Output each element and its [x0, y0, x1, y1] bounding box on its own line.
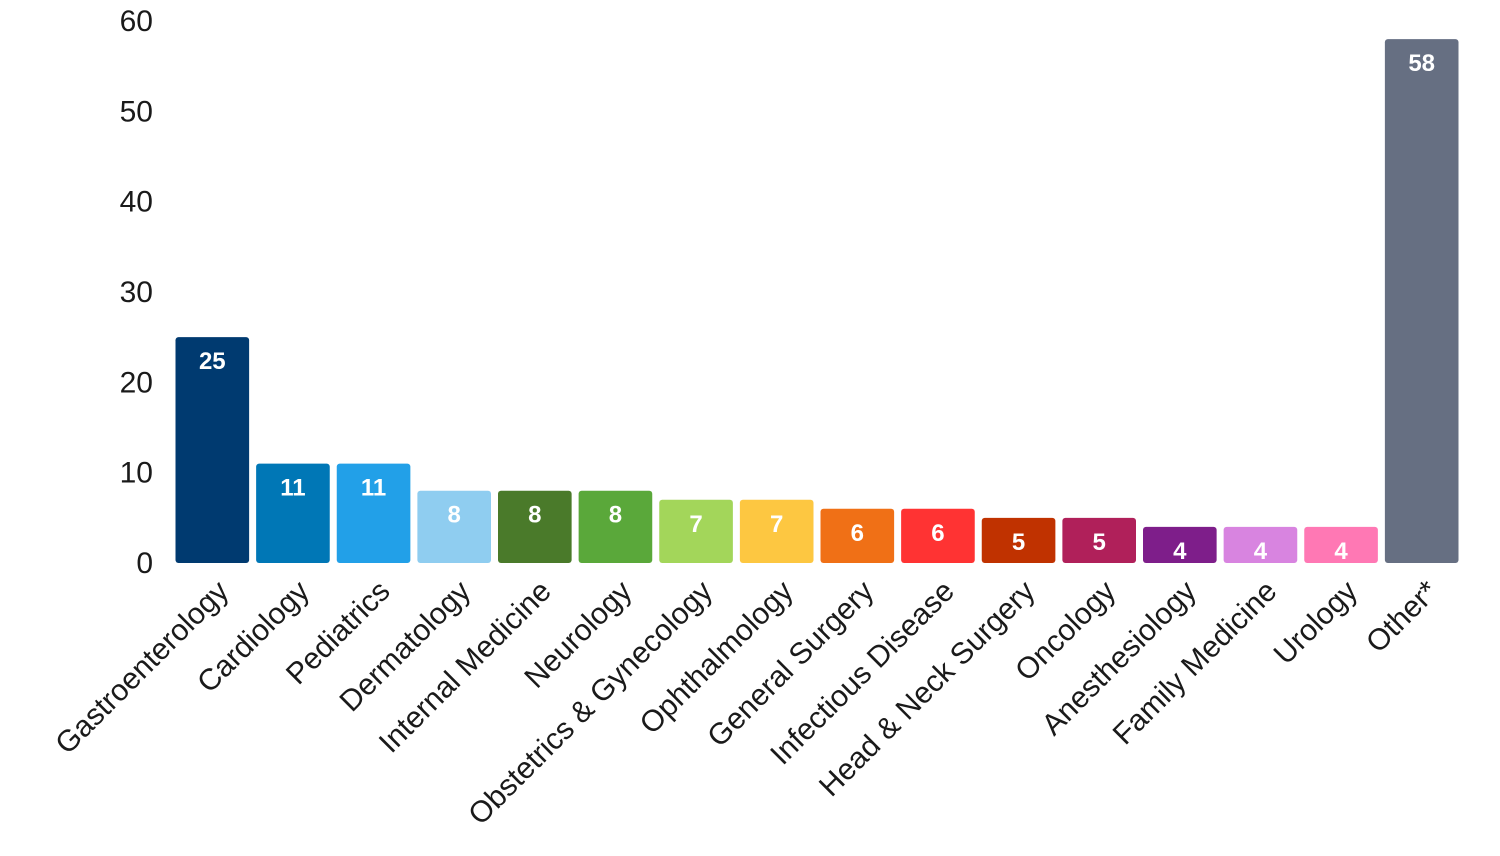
y-tick-label: 40 [120, 186, 153, 219]
bar-value-label: 5 [1093, 529, 1106, 556]
y-axis: 0 10 20 30 40 50 60 [120, 5, 153, 580]
bar [1304, 526, 1378, 563]
bar-value-label: 11 [361, 475, 386, 502]
bar-value-label: 6 [931, 520, 944, 547]
bar-value-label: 11 [280, 475, 305, 502]
bar [1143, 526, 1217, 563]
bar-value-label: 25 [199, 348, 226, 375]
y-tick-label: 60 [120, 5, 153, 38]
y-tick-label: 30 [120, 276, 153, 309]
y-tick-label: 0 [136, 547, 153, 580]
bar-value-label: 4 [1334, 538, 1348, 565]
bar [1384, 39, 1459, 564]
y-tick-label: 50 [120, 95, 153, 128]
y-tick-label: 10 [120, 457, 153, 490]
bar [498, 490, 572, 563]
bar [901, 508, 975, 563]
bar-value-label: 4 [1173, 538, 1187, 565]
bar-value-label: 7 [689, 511, 702, 538]
bar [739, 499, 814, 563]
bar-value-label: 5 [1012, 529, 1025, 556]
bar-value-label: 8 [448, 502, 461, 529]
bar-value-label: 6 [851, 520, 864, 547]
bar [256, 463, 330, 563]
bar-value-label: 8 [609, 502, 622, 529]
bar [1223, 526, 1298, 563]
value-labels: 25 11 11 8 8 8 7 7 6 6 5 5 4 4 4 58 [199, 50, 1435, 565]
bar [336, 463, 411, 563]
bar [175, 337, 250, 563]
bar [417, 490, 491, 563]
bar-value-label: 8 [528, 502, 541, 529]
y-tick-label: 20 [120, 366, 153, 399]
bar-value-label: 4 [1254, 538, 1268, 565]
bar [578, 490, 653, 563]
bar-value-label: 58 [1408, 50, 1435, 77]
x-axis: GastroenterologyCardiologyPediatricsDerm… [49, 574, 1445, 831]
x-tick-label: Other* [1360, 574, 1445, 659]
bars [175, 39, 1459, 564]
bar [820, 508, 895, 563]
x-tick-label: Urology [1268, 575, 1364, 671]
bar-value-label: 7 [770, 511, 783, 538]
bar [659, 499, 733, 563]
bar [981, 517, 1056, 563]
bar [1062, 517, 1136, 563]
